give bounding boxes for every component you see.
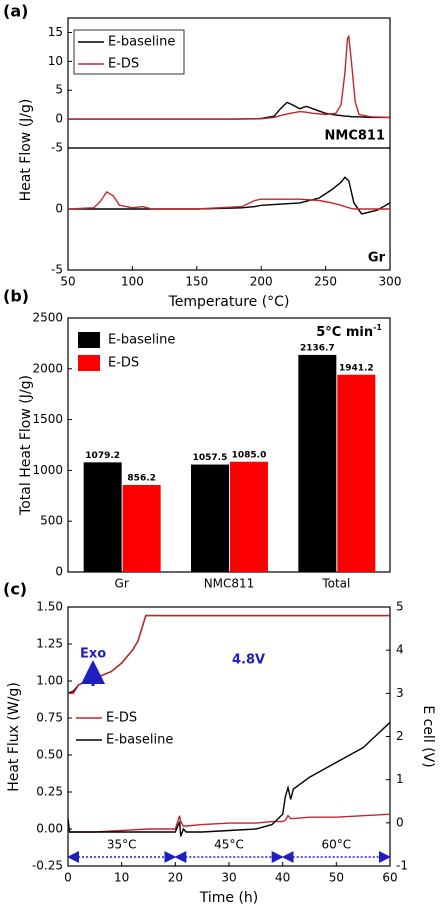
x-tick-label: 60 bbox=[382, 871, 397, 885]
legend-label: E-DS bbox=[106, 711, 137, 726]
data-line bbox=[67, 190, 390, 210]
x-tick-label: 200 bbox=[250, 275, 273, 289]
y2-tick-label: 4 bbox=[396, 643, 404, 657]
value-label: 1085.0 bbox=[232, 450, 267, 460]
y2-tick-label: 3 bbox=[396, 686, 404, 700]
annotation: Exo bbox=[80, 647, 106, 662]
x-tick-label: Gr bbox=[115, 577, 129, 591]
x-tick-label: 100 bbox=[121, 275, 144, 289]
segment-label: 45°C bbox=[214, 838, 244, 852]
annotation-superscript: -1 bbox=[373, 323, 382, 332]
data-line bbox=[68, 176, 391, 215]
x-tick-label: 300 bbox=[379, 275, 402, 289]
segment-label: 60°C bbox=[322, 838, 352, 852]
y-tick-label: 5 bbox=[55, 83, 63, 97]
bar bbox=[230, 461, 268, 572]
legend-label: E-baseline bbox=[108, 35, 175, 50]
panel-label: (a) bbox=[3, 2, 28, 21]
x-tick-label: 30 bbox=[221, 871, 236, 885]
x-tick-label: 50 bbox=[329, 871, 344, 885]
y-tick-label: 0.75 bbox=[36, 711, 63, 725]
x-tick-label: NMC811 bbox=[204, 577, 255, 591]
annotation: 4.8V bbox=[232, 653, 265, 668]
x-axis-label: Time (h) bbox=[199, 890, 259, 906]
y-tick-label: 2500 bbox=[32, 311, 63, 325]
y-tick-label: 1.00 bbox=[36, 674, 63, 688]
annotation: NMC811 bbox=[325, 129, 386, 144]
y-axis-label: Total Heat Flow (J/g) bbox=[18, 375, 34, 516]
legend-swatch bbox=[78, 355, 100, 371]
y2-tick-label: 1 bbox=[396, 772, 404, 786]
annotation-text: 5°C min bbox=[316, 325, 373, 340]
y-tick-label: 0.25 bbox=[36, 785, 63, 799]
legend-label: E-DS bbox=[108, 356, 139, 371]
y-tick-label: -5 bbox=[51, 141, 63, 155]
y-axis-label: Heat Flow (J/g) bbox=[18, 99, 34, 202]
panel-label: (b) bbox=[3, 287, 29, 306]
x-tick-label: 50 bbox=[60, 275, 75, 289]
y-tick-label: 15 bbox=[48, 25, 63, 39]
x-tick-label: Total bbox=[321, 577, 350, 591]
annotation: Gr bbox=[368, 251, 386, 266]
x-tick-label: 20 bbox=[168, 871, 183, 885]
y2-tick-label: 0 bbox=[396, 815, 404, 829]
y-tick-label: 0.50 bbox=[36, 748, 63, 762]
y-tick-label: 0 bbox=[55, 202, 63, 216]
y-tick-label: 1500 bbox=[32, 412, 63, 426]
segment-label: 35°C bbox=[107, 838, 137, 852]
y2-tick-label: 5 bbox=[396, 600, 404, 614]
value-label: 856.2 bbox=[127, 474, 155, 484]
data-line bbox=[67, 721, 391, 837]
value-label: 2136.7 bbox=[300, 343, 335, 353]
y-tick-label: -5 bbox=[51, 263, 63, 277]
bar bbox=[191, 464, 229, 572]
x-tick-label: 40 bbox=[275, 871, 290, 885]
legend-swatch bbox=[78, 332, 100, 348]
y-tick-label: -0.25 bbox=[32, 859, 63, 873]
y-tick-label: 0.00 bbox=[36, 822, 63, 836]
y-tick-label: 10 bbox=[48, 54, 63, 68]
legend-box bbox=[73, 29, 185, 75]
y2-tick-label: 2 bbox=[396, 729, 404, 743]
data-line bbox=[68, 34, 391, 120]
bar bbox=[83, 462, 122, 572]
bar bbox=[298, 354, 337, 572]
y-tick-label: 1.50 bbox=[36, 600, 63, 614]
bar bbox=[337, 374, 376, 572]
panel-label: (c) bbox=[3, 580, 27, 599]
x-tick-label: 10 bbox=[114, 871, 129, 885]
value-label: 1079.2 bbox=[85, 451, 120, 461]
value-label: 1057.5 bbox=[193, 453, 228, 463]
x-tick-label: 250 bbox=[314, 275, 337, 289]
y-tick-label: 1000 bbox=[32, 463, 63, 477]
legend-label: E-DS bbox=[108, 57, 139, 72]
bar bbox=[122, 485, 161, 572]
y2-tick-label: -1 bbox=[396, 859, 408, 873]
legend-label: E-baseline bbox=[108, 333, 175, 348]
y-tick-label: 1.25 bbox=[36, 637, 63, 651]
y-tick-label: 2000 bbox=[32, 361, 63, 375]
y-tick-label: 0 bbox=[55, 112, 63, 126]
data-line bbox=[68, 614, 390, 694]
y-axis-label: Heat Flux (W/g) bbox=[6, 682, 22, 792]
x-axis-label: Temperature (°C) bbox=[168, 294, 290, 310]
y-tick-label: 0 bbox=[55, 565, 63, 579]
y2-axis-label: E cell (V) bbox=[420, 705, 436, 767]
value-label: 1941.2 bbox=[339, 363, 374, 373]
x-tick-label: 0 bbox=[64, 871, 72, 885]
data-line bbox=[67, 614, 390, 694]
annotation: 5°C min-1 bbox=[316, 323, 382, 340]
data-line bbox=[67, 813, 391, 833]
legend-label: E-baseline bbox=[106, 733, 173, 748]
y-tick-label: 500 bbox=[40, 514, 63, 528]
x-tick-label: 150 bbox=[185, 275, 208, 289]
